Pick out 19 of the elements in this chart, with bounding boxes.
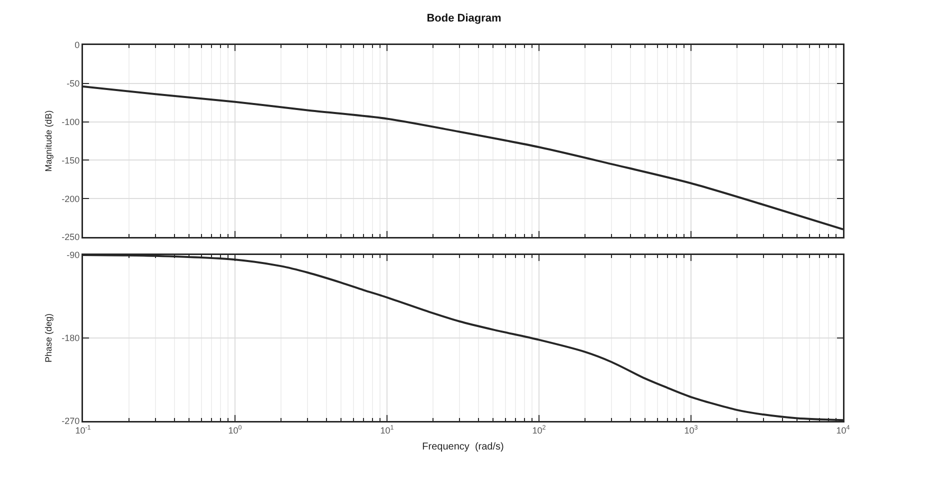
x-tick-label: 10$^{4}$ bbox=[836, 424, 850, 436]
y-tick-label: -200 bbox=[62, 194, 80, 204]
y-tick-label: -270 bbox=[62, 416, 80, 426]
chart-title: Bode Diagram bbox=[426, 12, 502, 25]
y-tick-label: -90 bbox=[66, 250, 80, 260]
y-tick-label: -50 bbox=[66, 78, 80, 89]
x-tick-label: 10$^{-1}$ bbox=[75, 424, 92, 436]
y-tick-label: -100 bbox=[62, 116, 80, 127]
x-tick-label: 10$^{1}$ bbox=[380, 424, 394, 436]
y-axis-title: Magnitude (dB) bbox=[43, 110, 54, 172]
x-tick-label: 10$^{2}$ bbox=[532, 424, 546, 436]
x-axis-title: Frequency (rad/s) bbox=[422, 442, 504, 453]
x-tick-label: 10$^{0}$ bbox=[228, 424, 242, 436]
y-tick-label: -150 bbox=[62, 155, 80, 166]
y-tick-label: -180 bbox=[62, 333, 80, 344]
x-tick-label: 10$^{3}$ bbox=[684, 424, 698, 436]
y-tick-label: 0 bbox=[74, 40, 80, 50]
y-axis-title: Phase (deg) bbox=[43, 313, 54, 363]
y-tick-label: -250 bbox=[62, 232, 80, 242]
